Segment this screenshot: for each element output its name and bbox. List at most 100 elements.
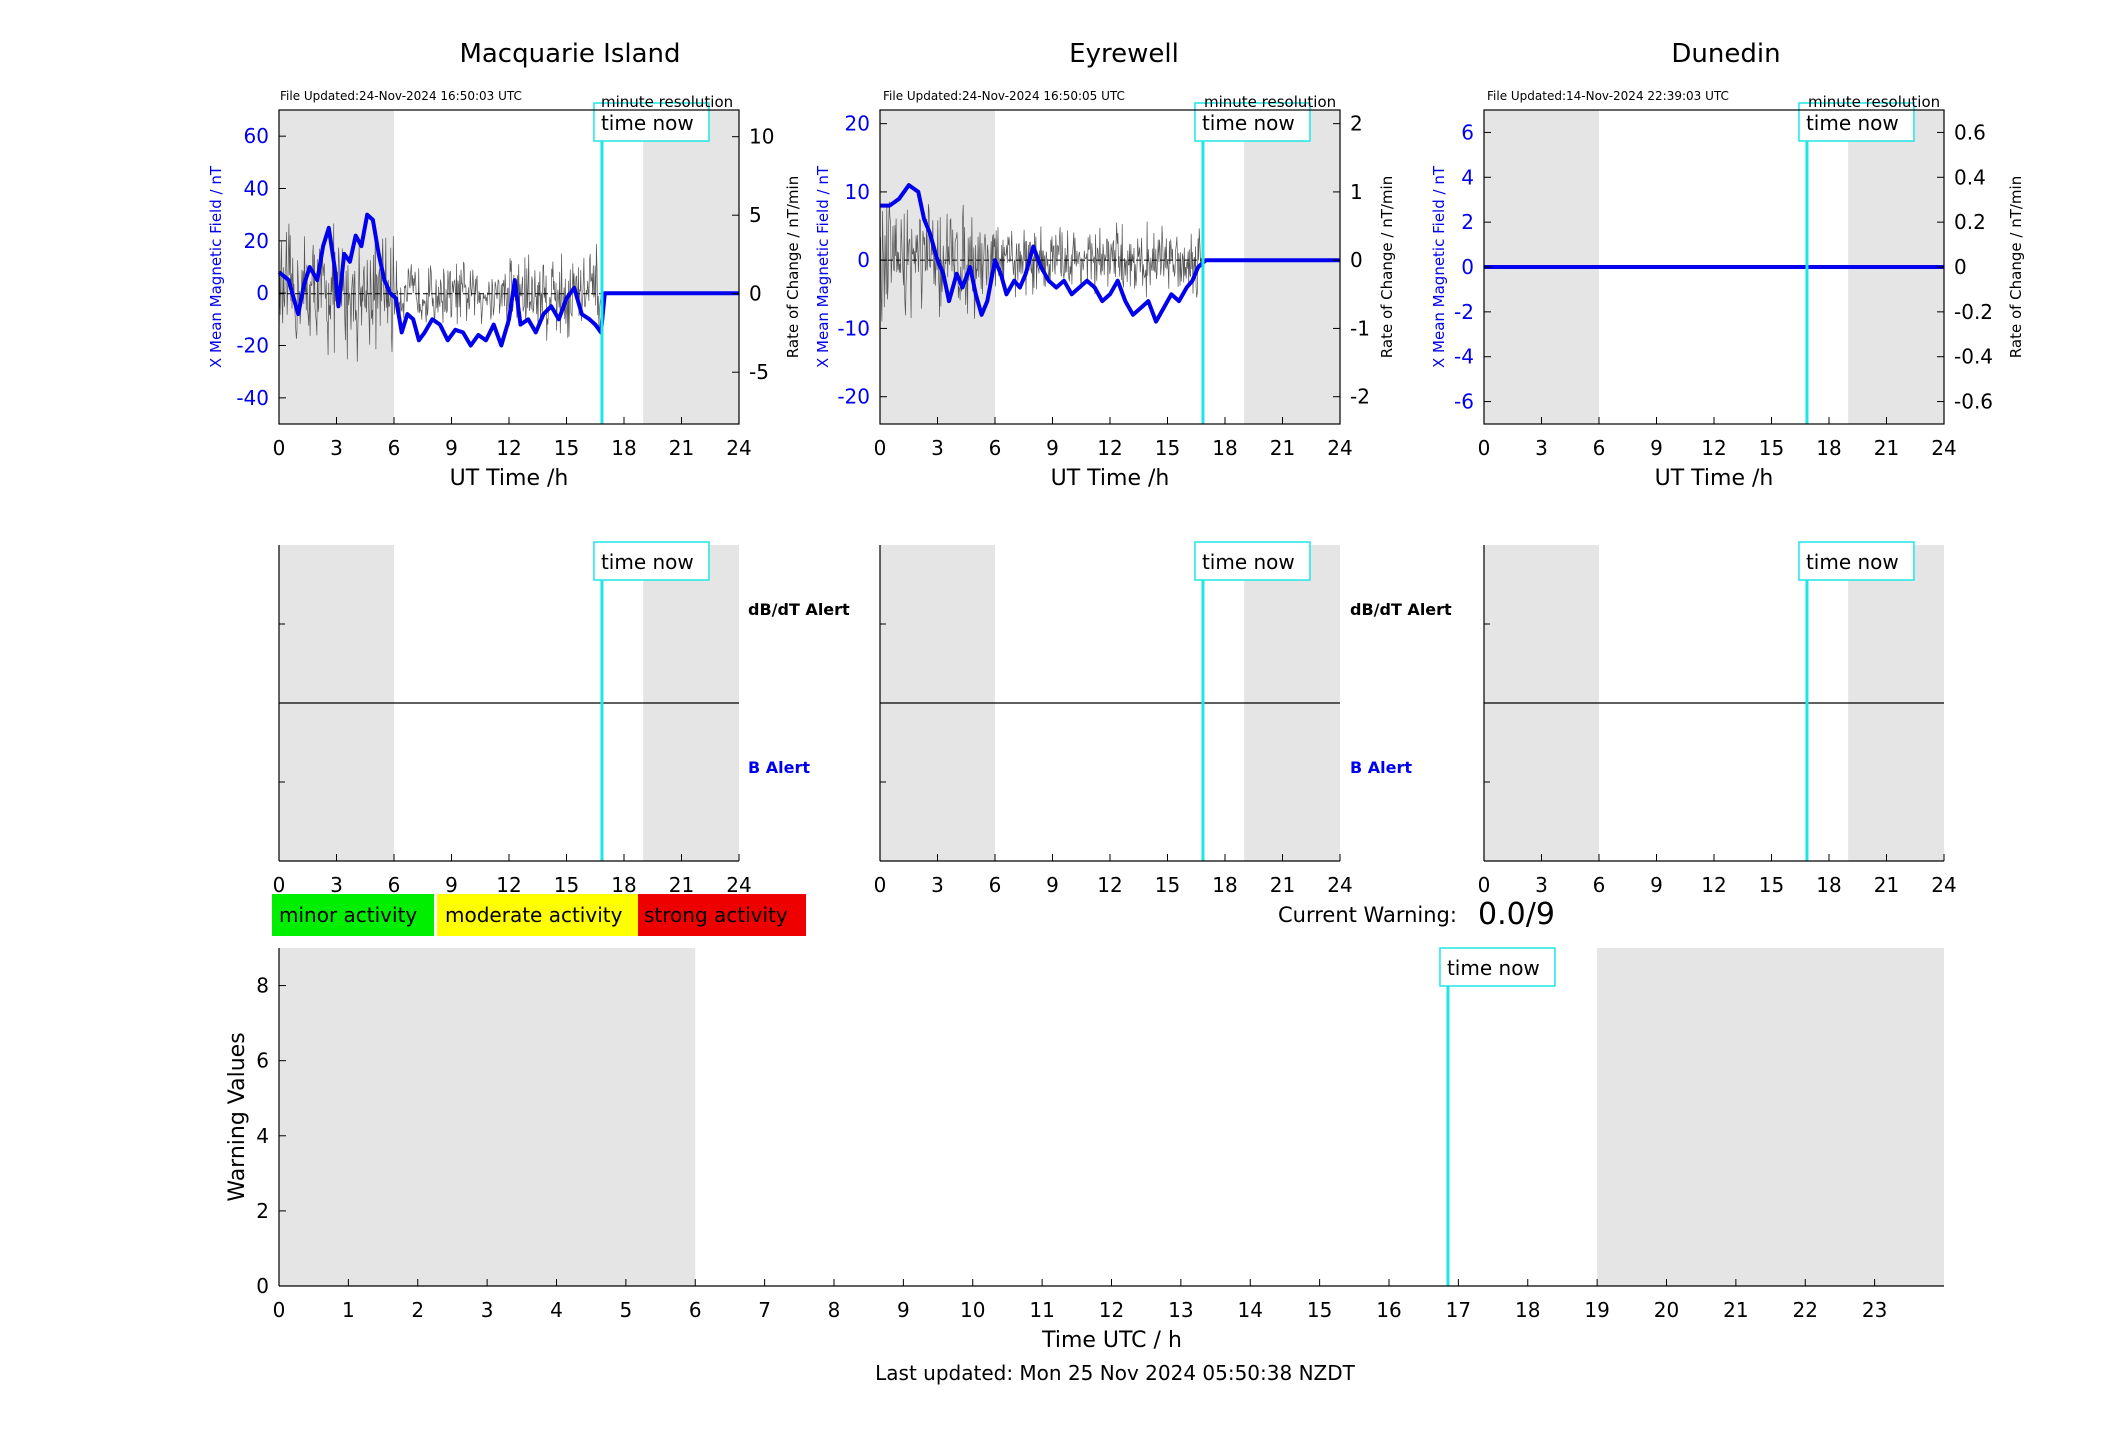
x-tick-label: 2 <box>411 1298 424 1322</box>
field-panel-macquarie: Macquarie Island time now -40 -20 0 20 40 60 … <box>207 39 802 491</box>
left-axis-label: X Mean Magnetic Field / nT <box>814 165 832 368</box>
right-tick-label: 0.2 <box>1954 210 1986 234</box>
x-tick-label: 4 <box>550 1298 563 1322</box>
right-tick-label: -5 <box>749 360 769 384</box>
right-axis: -0.6 -0.4 -0.2 0 0.2 0.4 0.6 <box>1937 120 1993 414</box>
x-tick-label: 0 <box>273 873 286 897</box>
left-tick-label: -4 <box>1454 345 1474 369</box>
x-tick-label: 17 <box>1446 1298 1471 1322</box>
x-tick-label: 21 <box>669 873 694 897</box>
x-tick-label: 0 <box>273 436 286 460</box>
x-tick-label: 15 <box>554 873 579 897</box>
series-layer: time now <box>277 102 739 424</box>
time-now-marker: time now <box>1194 541 1311 581</box>
x-tick-label: 23 <box>1862 1298 1887 1322</box>
x-tick-label: 12 <box>1099 1298 1124 1322</box>
x-tick-label: 0 <box>874 873 887 897</box>
x-tick-label: 8 <box>828 1298 841 1322</box>
b-alert-label: B Alert <box>748 758 810 777</box>
time-now-label: time now <box>1447 956 1540 980</box>
x-tick-label: 0 <box>874 436 887 460</box>
dbdt-alert-label: dB/dT Alert <box>748 600 850 619</box>
series-layer: time now <box>1484 102 1944 424</box>
left-tick-label: 0 <box>857 248 870 272</box>
left-axis: -40 -20 0 20 40 60 <box>236 124 286 410</box>
right-tick-label: 1 <box>1350 180 1363 204</box>
x-axis-label: UT Time /h <box>1655 466 1774 491</box>
x-axis-label: Time UTC / h <box>1041 1328 1182 1353</box>
x-tick-label: 16 <box>1376 1298 1401 1322</box>
alert-panel-dunedin: time now 0 3 6 9 12 15 18 21 24 <box>1478 541 1957 897</box>
right-axis-label: Rate of Change / nT/min <box>1378 176 1396 358</box>
right-tick-label: 0 <box>749 282 762 306</box>
legend-moderate-swatch <box>437 894 638 936</box>
x-tick-label: 24 <box>1931 436 1956 460</box>
right-tick-label: -0.4 <box>1954 345 1993 369</box>
x-tick-label: 3 <box>330 436 343 460</box>
time-now-box <box>1798 102 1915 142</box>
b-alert-label: B Alert <box>1350 758 1412 777</box>
right-tick-label: 0 <box>1350 248 1363 272</box>
x-tick-label: 1 <box>342 1298 355 1322</box>
right-axis-label: Rate of Change / nT/min <box>2007 176 2025 358</box>
resolution-text: minute resolution <box>601 93 733 111</box>
right-tick-label: 5 <box>749 203 762 227</box>
time-now-marker: time now <box>1798 541 1915 581</box>
time-now-layer: time now <box>593 541 710 861</box>
x-tick-label: 12 <box>1701 436 1726 460</box>
time-now-marker: time now <box>593 541 710 581</box>
x-tick-label: 10 <box>960 1298 985 1322</box>
time-now-marker: time now <box>1194 102 1311 142</box>
x-tick-label: 21 <box>1723 1298 1748 1322</box>
x-tick-label: 6 <box>1593 873 1606 897</box>
right-axis: -5 0 5 10 <box>732 125 774 384</box>
rate-of-change-line <box>278 223 603 362</box>
left-tick-label: 4 <box>1461 165 1474 189</box>
left-tick-label: 10 <box>845 180 870 204</box>
x-tick-label: 6 <box>989 436 1002 460</box>
night-shade-band <box>279 948 696 1286</box>
legend-minor-label: minor activity <box>279 903 417 927</box>
x-tick-label: 9 <box>1046 436 1059 460</box>
x-tick-label: 15 <box>1155 436 1180 460</box>
x-tick-label: 6 <box>388 873 401 897</box>
time-now-marker: time now <box>1439 947 1556 987</box>
y-tick-label: 6 <box>256 1049 269 1073</box>
x-tick-label: 24 <box>726 436 751 460</box>
magnetic-field-line <box>880 183 1340 324</box>
x-tick-label: 7 <box>758 1298 771 1322</box>
x-tick-label: 0 <box>1478 873 1491 897</box>
x-tick-label: 9 <box>1650 436 1663 460</box>
x-tick-label: 18 <box>1515 1298 1540 1322</box>
left-tick-label: -6 <box>1454 390 1474 414</box>
left-axis: -20 -10 0 10 20 <box>837 112 887 409</box>
alert-axes: 0 3 6 9 12 15 18 21 24 <box>874 545 1353 897</box>
x-tick-label: 12 <box>496 436 521 460</box>
right-tick-label: 0.4 <box>1954 165 1986 189</box>
x-tick-label: 15 <box>1759 873 1784 897</box>
time-now-box <box>1798 541 1915 581</box>
x-tick-label: 15 <box>1155 873 1180 897</box>
night-shading <box>279 948 1944 1286</box>
right-tick-label: 0 <box>1954 255 1967 279</box>
x-tick-label: 18 <box>611 873 636 897</box>
legend-strong-swatch <box>638 894 806 936</box>
y-tick-label: 2 <box>256 1199 269 1223</box>
file-updated-text: File Updated:24-Nov-2024 16:50:03 UTC <box>280 89 522 103</box>
x-axis: 0 3 6 9 12 15 18 21 24 <box>273 417 752 460</box>
panel-title: Dunedin <box>1671 39 1780 69</box>
y-tick-label: 0 <box>256 1274 269 1298</box>
left-tick-label: 0 <box>1461 255 1474 279</box>
time-now-label: time now <box>1202 550 1295 574</box>
panel-title: Eyrewell <box>1069 39 1179 69</box>
left-tick-label: 2 <box>1461 210 1474 234</box>
left-tick-label: -10 <box>837 316 870 340</box>
x-axis: 0 3 6 9 12 15 18 21 24 <box>874 417 1353 460</box>
x-tick-label: 22 <box>1793 1298 1818 1322</box>
x-tick-label: 21 <box>1270 873 1295 897</box>
left-tick-label: 0 <box>256 281 269 305</box>
night-shade-band <box>1597 948 1944 1286</box>
